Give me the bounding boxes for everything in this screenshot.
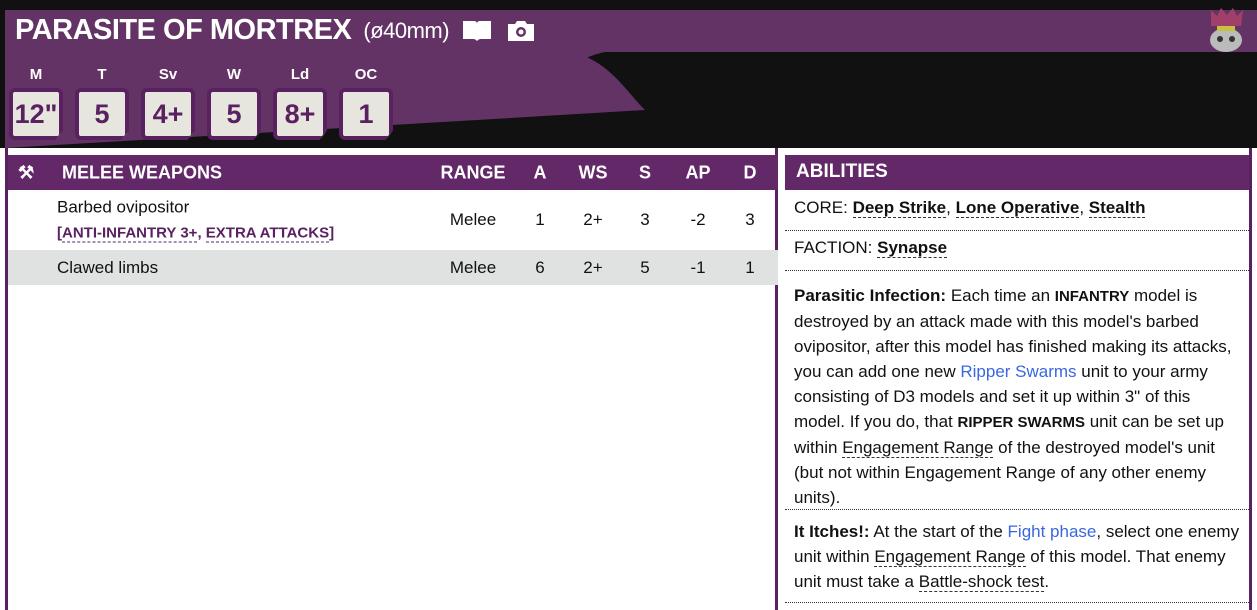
faction-abilities: FACTION: Synapse xyxy=(785,238,1249,271)
ability-deep-strike[interactable]: Deep Strike xyxy=(852,198,947,218)
engagement-range-term[interactable]: Engagement Range xyxy=(842,438,994,458)
unit-title: PARASITE OF MORTREX (ø40mm) xyxy=(15,14,537,47)
stat-ld: Ld 8+ xyxy=(273,66,327,140)
abilities-header: ABILITIES xyxy=(785,155,1249,190)
fight-phase-link[interactable]: Fight phase xyxy=(1007,522,1097,541)
ability-parasitic-infection: Parasitic Infection: Each time an INFANT… xyxy=(785,283,1249,510)
weapons-header: ⚒ MELEE WEAPONS RANGE A WS S AP D xyxy=(8,155,778,190)
ability-it-itches: It Itches!: At the start of the Fight ph… xyxy=(785,519,1249,603)
weapons-panel: ⚒ MELEE WEAPONS RANGE A WS S AP D Barbed… xyxy=(5,148,778,610)
ripper-swarms-link[interactable]: Ripper Swarms xyxy=(960,362,1077,381)
keyword-extra-attacks[interactable]: EXTRA ATTACKS xyxy=(205,224,330,243)
keyword-anti-infantry[interactable]: ANTI-INFANTRY 3+ xyxy=(62,224,198,243)
crossed-hammers-icon: ⚒ xyxy=(18,162,35,182)
stat-m: M 12" xyxy=(9,66,63,140)
battle-shock-term[interactable]: Battle-shock test xyxy=(918,572,1045,592)
abilities-panel: ABILITIES CORE: Deep Strike, Lone Operat… xyxy=(785,148,1252,610)
ability-lone-operative[interactable]: Lone Operative xyxy=(955,198,1080,218)
base-size: (ø40mm) xyxy=(363,17,450,43)
camera-icon[interactable] xyxy=(505,19,537,43)
weapon-row: Clawed limbs Melee 6 2+ 5 -1 1 xyxy=(8,250,778,285)
header-band xyxy=(5,10,1257,52)
engagement-range-term[interactable]: Engagement Range xyxy=(874,547,1026,567)
unit-name: PARASITE OF MORTREX xyxy=(15,14,352,46)
stat-sv: Sv 4+ xyxy=(141,66,195,140)
ability-stealth[interactable]: Stealth xyxy=(1088,198,1146,218)
weapon-row: Barbed ovipositor [ANTI-INFANTRY 3+, EXTR… xyxy=(57,197,755,243)
core-abilities: CORE: Deep Strike, Lone Operative, Steal… xyxy=(785,198,1249,231)
ability-synapse[interactable]: Synapse xyxy=(877,238,948,258)
stat-oc: OC 1 xyxy=(339,66,393,140)
book-icon[interactable] xyxy=(461,19,493,43)
unit-portrait xyxy=(1210,8,1243,52)
